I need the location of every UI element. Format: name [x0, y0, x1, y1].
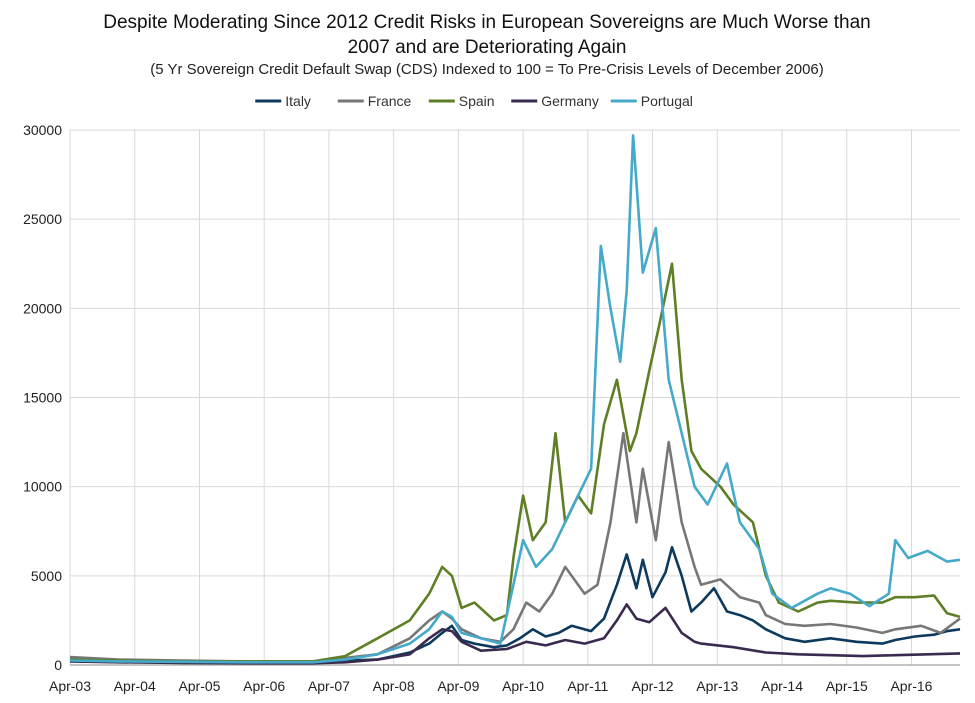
x-tick-label: Apr-13	[696, 678, 738, 694]
series-line-italy	[69, 546, 961, 664]
x-tick-label: Apr-09	[437, 678, 479, 694]
x-tick-label: Apr-15	[826, 678, 868, 694]
x-tick-label: Apr-03	[49, 678, 91, 694]
y-tick-label: 25000	[23, 211, 62, 227]
legend: Italy France Spain Germany Portugal	[255, 93, 693, 109]
legend-label: Italy	[285, 93, 311, 109]
series-line-portugal	[69, 134, 961, 664]
x-tick-label: Apr-14	[761, 678, 803, 694]
y-tick-label: 5000	[31, 568, 62, 584]
legend-item-portugal: Portugal	[610, 93, 693, 109]
series-line-france	[69, 431, 961, 663]
x-tick-label: Apr-11	[567, 678, 608, 694]
y-tick-label: 0	[54, 657, 62, 673]
legend-item-spain: Spain	[428, 93, 495, 109]
series-line-germany	[69, 603, 961, 665]
x-tick-label: Apr-05	[178, 678, 220, 694]
x-tick-label: Apr-12	[632, 678, 674, 694]
axes: 0 5000 10000 15000 20000 25000 30000 Apr-03 Apr-…	[23, 122, 960, 694]
legend-item-france: France	[337, 93, 412, 109]
chart-subtitle: (5 Yr Sovereign Credit Default Swap (CDS…	[150, 61, 824, 78]
chart-title-line1: Despite Moderating Since 2012 Credit Ris…	[103, 12, 870, 33]
grid	[69, 129, 960, 665]
legend-item-italy: Italy	[255, 93, 311, 109]
chart-title-line2: 2007 and are Deteriorating Again	[348, 37, 627, 58]
x-tick-label: Apr-10	[502, 678, 544, 694]
x-tick-label: Apr-06	[243, 678, 285, 694]
x-tick-label: Apr-04	[114, 678, 156, 694]
y-tick-label: 15000	[23, 390, 62, 406]
legend-label: Spain	[459, 93, 495, 109]
legend-label: Germany	[541, 93, 599, 109]
legend-label: France	[368, 93, 412, 109]
x-tick-label: Apr-16	[890, 678, 932, 694]
legend-label: Portugal	[641, 93, 693, 109]
legend-item-germany: Germany	[511, 93, 599, 109]
x-tick-label: Apr-07	[308, 678, 350, 694]
y-tick-label: 30000	[23, 122, 62, 138]
y-tick-label: 20000	[23, 300, 62, 316]
y-tick-label: 10000	[23, 479, 62, 495]
series-line-spain	[69, 262, 961, 663]
series-lines	[69, 134, 961, 665]
x-tick-label: Apr-08	[373, 678, 415, 694]
